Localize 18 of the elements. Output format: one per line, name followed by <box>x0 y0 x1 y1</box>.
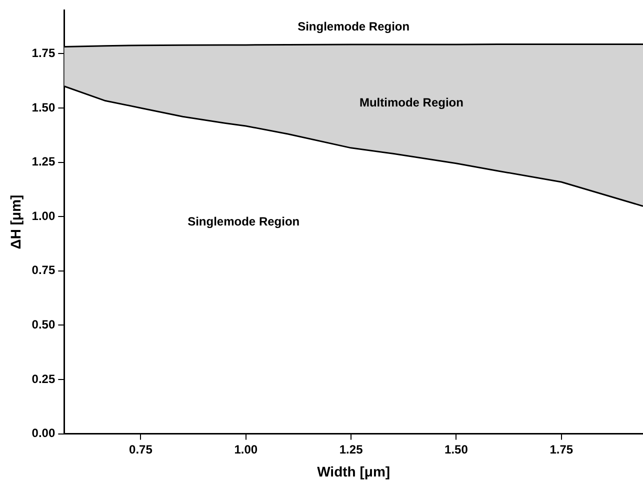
x-tick-label: 0.75 <box>129 442 153 456</box>
y-tick-label: 0.00 <box>32 426 56 440</box>
y-tick-label: 0.75 <box>32 263 56 278</box>
y-axis-title: ΔH [μm] <box>7 194 24 250</box>
y-tick-label: 1.50 <box>32 100 56 114</box>
annotation: Singlemode Region <box>298 19 410 34</box>
y-tick-label: 0.50 <box>32 317 56 332</box>
y-tick-label: 1.00 <box>32 208 56 223</box>
annotation: Multimode Region <box>359 96 464 110</box>
x-axis-title: Width [μm] <box>317 463 390 480</box>
x-tick-label: 1.75 <box>550 442 574 456</box>
y-tick-label: 0.25 <box>32 372 56 386</box>
x-tick-label: 1.25 <box>339 442 364 456</box>
y-tick-label: 1.25 <box>32 154 56 169</box>
y-tick-label: 1.75 <box>32 46 56 60</box>
x-tick-label: 1.50 <box>444 442 468 456</box>
x-tick-label: 1.00 <box>234 442 258 456</box>
annotation: Singlemode Region <box>188 214 300 228</box>
